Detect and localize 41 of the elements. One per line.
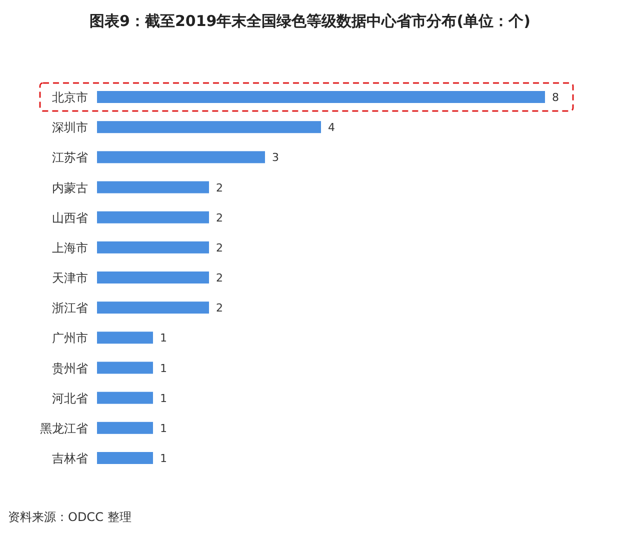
y-tick-label: 吉林省	[52, 452, 88, 466]
y-tick-label: 河北省	[52, 391, 88, 406]
bar	[97, 151, 265, 164]
y-tick-label: 深圳市	[52, 120, 88, 135]
bar	[97, 332, 153, 344]
data-label: 1	[160, 422, 167, 435]
bar	[97, 241, 209, 254]
y-tick-label: 黑龙江省	[40, 421, 88, 436]
bar	[97, 272, 209, 284]
data-label: 2	[216, 302, 223, 315]
bar	[97, 211, 209, 224]
bar	[97, 362, 153, 374]
data-label: 2	[216, 272, 223, 284]
data-label: 3	[272, 151, 279, 164]
bar	[97, 91, 545, 103]
data-label: 2	[216, 181, 223, 194]
bar	[97, 181, 209, 194]
bar	[97, 452, 153, 464]
y-tick-label: 贵州省	[52, 361, 88, 376]
y-tick-label: 北京市	[52, 90, 88, 104]
y-tick-label: 浙江省	[52, 301, 88, 316]
y-tick-label: 内蒙古	[52, 180, 88, 195]
data-label: 1	[160, 392, 167, 405]
y-tick-label: 山西省	[52, 210, 88, 225]
y-tick-label: 江苏省	[52, 150, 88, 165]
y-tick-label: 广州市	[52, 331, 88, 346]
data-label: 4	[328, 121, 335, 134]
y-tick-label: 上海市	[52, 240, 88, 255]
bar	[97, 422, 153, 434]
data-label: 2	[216, 241, 223, 254]
y-tick-label: 天津市	[52, 271, 88, 285]
text: 资料来源：ODCC 整理	[8, 510, 132, 524]
bar	[97, 121, 321, 134]
data-label: 1	[160, 452, 167, 465]
data-label: 8	[552, 91, 559, 104]
data-label: 2	[216, 211, 223, 224]
bar	[97, 392, 153, 404]
data-label: 1	[160, 362, 167, 375]
chart-title: 图表9：截至2019年末全国绿色等级数据中心省市分布(单位：个)	[90, 12, 530, 30]
bar	[97, 302, 209, 314]
data-label: 1	[160, 332, 167, 345]
